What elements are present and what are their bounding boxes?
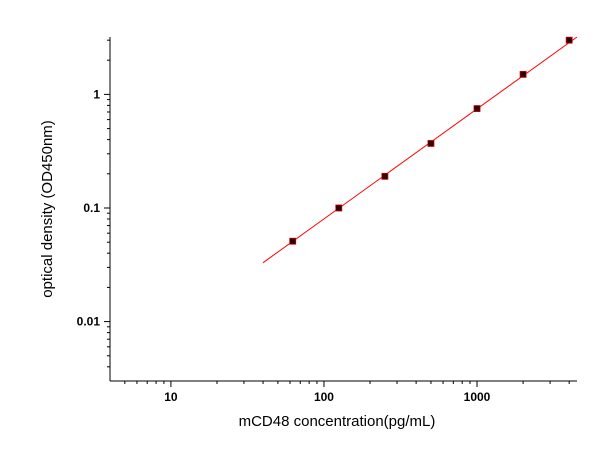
x-tick-label: 100 [314,390,334,404]
data-point [289,237,297,245]
data-point [473,105,481,112]
y-tick-label: 1 [93,87,100,101]
data-point [519,70,527,78]
fit-line [262,36,578,264]
data-point [381,172,389,180]
x-tick-label: 1000 [464,390,491,404]
y-axis-title: optical density (OD450nm) [39,120,56,298]
data-point [565,36,573,44]
x-axis-title: mCD48 concentration(pg/mL) [239,413,436,430]
data-point [335,204,343,212]
x-tick-label: 10 [164,390,178,404]
y-tick-label: 0.1 [83,201,100,215]
data-point [427,140,435,147]
y-tick-label: 0.01 [77,315,101,329]
